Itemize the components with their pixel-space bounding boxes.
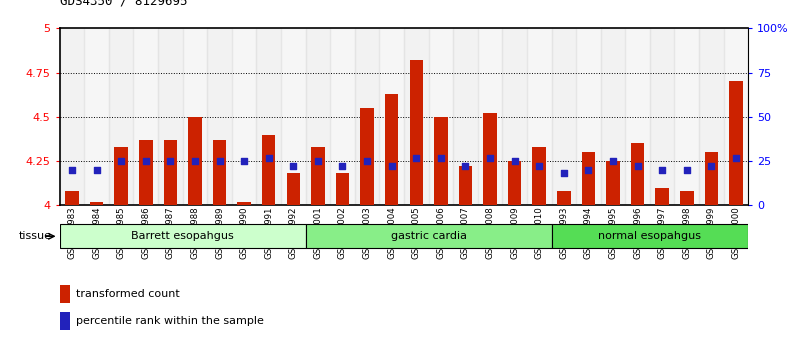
Bar (552, 28, 576, 205)
Bar (182, 28, 207, 205)
Bar (428, 28, 453, 205)
Point (336, 164, 349, 169)
Point (459, 164, 472, 169)
Bar (582, 152, 595, 205)
Bar (404, 28, 428, 205)
Bar (336, 173, 349, 205)
Point (189, 158, 201, 164)
Bar (453, 28, 478, 205)
Point (730, 155, 743, 160)
Point (213, 158, 226, 164)
Bar (60, 28, 84, 205)
Bar (680, 191, 693, 205)
Point (705, 164, 718, 169)
Text: percentile rank within the sample: percentile rank within the sample (76, 316, 263, 326)
Bar (90, 202, 103, 205)
Bar (458, 166, 472, 205)
Text: normal esopahgus: normal esopahgus (599, 231, 701, 241)
Point (287, 164, 299, 169)
Bar (306, 224, 552, 248)
Bar (330, 28, 355, 205)
Text: tissue: tissue (19, 231, 52, 241)
Bar (527, 28, 552, 205)
Point (361, 158, 373, 164)
Bar (311, 147, 325, 205)
Point (263, 155, 275, 160)
Bar (502, 28, 527, 205)
Point (385, 164, 398, 169)
Text: GDS4350 / 8129695: GDS4350 / 8129695 (60, 0, 187, 7)
Point (533, 164, 545, 169)
Point (557, 171, 570, 176)
Bar (207, 28, 232, 205)
Bar (281, 28, 306, 205)
Bar (704, 152, 718, 205)
Bar (552, 224, 748, 248)
Point (139, 158, 152, 164)
Bar (729, 81, 743, 205)
Point (681, 167, 693, 173)
Bar (237, 202, 251, 205)
Bar (409, 60, 423, 205)
Bar (287, 173, 300, 205)
Text: Barrett esopahgus: Barrett esopahgus (131, 231, 234, 241)
Point (238, 158, 251, 164)
Bar (188, 117, 201, 205)
Bar (724, 28, 748, 205)
Bar (483, 113, 497, 205)
Bar (65, 191, 79, 205)
Point (582, 167, 595, 173)
Bar (232, 28, 256, 205)
Bar (355, 28, 380, 205)
Bar (478, 28, 502, 205)
Bar (60, 313, 70, 330)
Point (656, 167, 669, 173)
Bar (60, 224, 306, 248)
Bar (607, 161, 620, 205)
Point (484, 155, 497, 160)
Bar (60, 285, 70, 303)
Bar (164, 140, 178, 205)
Point (509, 158, 521, 164)
Point (65, 167, 78, 173)
Bar (557, 191, 571, 205)
Bar (630, 143, 644, 205)
Point (410, 155, 423, 160)
Bar (380, 28, 404, 205)
Point (115, 158, 127, 164)
Point (607, 158, 619, 164)
Point (435, 155, 447, 160)
Point (164, 158, 177, 164)
Bar (134, 28, 158, 205)
Bar (361, 108, 374, 205)
Point (90, 167, 103, 173)
Text: transformed count: transformed count (76, 289, 179, 299)
Bar (306, 28, 330, 205)
Bar (576, 28, 601, 205)
Bar (533, 147, 546, 205)
Bar (674, 28, 699, 205)
Bar (434, 117, 447, 205)
Point (631, 164, 644, 169)
Bar (650, 28, 674, 205)
Bar (508, 161, 521, 205)
Bar (158, 28, 182, 205)
Bar (385, 94, 399, 205)
Bar (601, 28, 626, 205)
Bar (262, 135, 275, 205)
Bar (109, 28, 134, 205)
Text: gastric cardia: gastric cardia (391, 231, 466, 241)
Bar (84, 28, 109, 205)
Bar (256, 28, 281, 205)
Bar (626, 28, 650, 205)
Bar (655, 188, 669, 205)
Bar (115, 147, 128, 205)
Bar (139, 140, 153, 205)
Bar (213, 140, 226, 205)
Point (311, 158, 324, 164)
Bar (699, 28, 724, 205)
